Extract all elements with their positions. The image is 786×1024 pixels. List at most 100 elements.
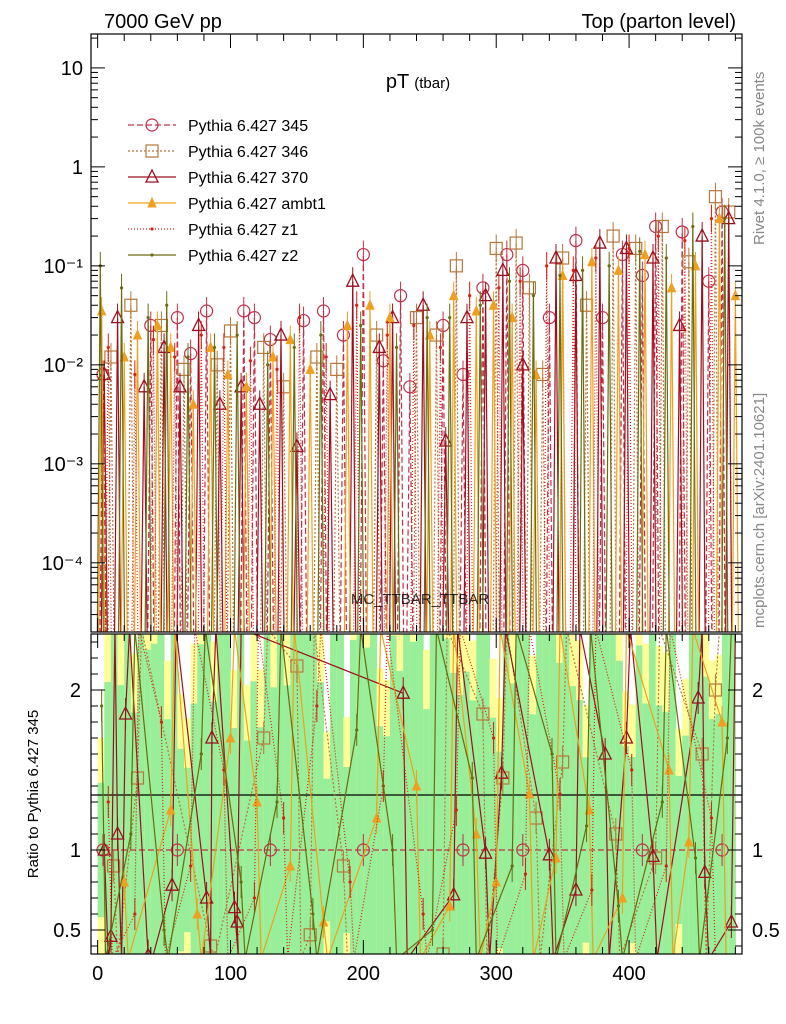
uncertainty-band-inner — [482, 634, 491, 954]
ratio-point — [476, 707, 490, 721]
ratio-point — [106, 800, 110, 804]
ratio-point — [725, 736, 729, 740]
data-point — [531, 294, 536, 298]
uncertainty-band-inner — [449, 673, 457, 954]
ratio-y-axis: 2 2 1 1 0.5 0.5 — [53, 641, 780, 947]
ratio-point — [550, 752, 554, 756]
main-series-5 — [96, 204, 729, 632]
data-point — [110, 309, 125, 324]
data-point — [675, 225, 689, 239]
data-point — [247, 311, 262, 325]
data-point — [645, 249, 661, 264]
data-point — [471, 304, 482, 316]
uncertainty-band-inner — [649, 634, 657, 954]
uncertainty-band-inner — [263, 634, 271, 954]
data-point — [638, 249, 642, 253]
data-point — [96, 304, 107, 316]
data-point — [222, 345, 226, 350]
y-tick-label: 10⁻³ — [44, 454, 84, 476]
ratio-point — [695, 747, 709, 761]
uncertainty-band-inner — [277, 634, 285, 954]
data-point — [495, 261, 510, 277]
data-point — [613, 264, 624, 275]
uncertainty-band-inner — [529, 714, 537, 954]
ratio-point — [263, 843, 277, 857]
uncertainty-band-inner — [356, 635, 364, 954]
data-point — [558, 273, 562, 278]
uncertainty-band-inner — [436, 634, 444, 954]
uncertainty-band-inner — [257, 727, 265, 954]
uncertainty-band-inner — [702, 676, 710, 954]
ratio-point — [645, 847, 661, 863]
ratio-y-tick-label: 1 — [70, 840, 81, 862]
data-point — [488, 299, 499, 310]
data-point — [385, 311, 395, 323]
ratio-point — [616, 904, 621, 908]
uncertainty-band-inner — [609, 634, 617, 954]
data-point — [640, 248, 650, 260]
uncertainty-band-inner — [728, 634, 736, 954]
uncertainty-band-inner — [569, 686, 577, 954]
uncertainty-band-inner — [210, 701, 218, 954]
uncertainty-band-inner — [409, 641, 417, 954]
uncertainty-band-inner — [316, 682, 324, 954]
data-point — [393, 289, 408, 303]
uncertainty-band-inner — [688, 634, 696, 954]
ratio-point — [617, 891, 628, 903]
legend-marker — [150, 227, 154, 231]
uncertainty-band-inner — [290, 634, 298, 954]
data-point — [516, 263, 530, 277]
uncertainty-band-inner — [655, 705, 663, 954]
data-point — [448, 289, 459, 301]
ratio-point — [664, 864, 668, 868]
data-point — [425, 316, 429, 320]
data-point — [248, 359, 253, 363]
legend-label: Pythia 6.427 345 — [188, 118, 308, 135]
ratio-series-4 — [106, 634, 716, 954]
ratio-point — [446, 886, 461, 901]
ratio-point — [348, 880, 352, 884]
data-point — [275, 367, 279, 371]
mcplots-label: mcplots.cern.ch [arXiv:2401.10621] — [751, 393, 768, 628]
uncertainty-band-inner — [150, 643, 158, 954]
ratio-point — [189, 864, 193, 868]
ratio-point — [456, 843, 470, 857]
ratio-point — [411, 779, 422, 791]
data-point — [714, 212, 725, 224]
legend-label: Pythia 6.427 346 — [188, 144, 308, 161]
uncertainty-band-inner — [130, 712, 138, 954]
ratio-point — [649, 851, 663, 865]
data-point — [497, 286, 501, 290]
ratio-point — [225, 731, 236, 743]
uncertainty-band-inner — [336, 634, 344, 954]
data-point — [672, 317, 687, 332]
ratio-point — [170, 843, 184, 857]
x-tick-label: 0 — [92, 963, 103, 985]
y-tick-label: 1 — [72, 157, 83, 179]
x-tick-label: 100 — [214, 963, 247, 985]
uncertainty-band-inner — [203, 634, 212, 954]
uncertainty-band-inner — [423, 709, 431, 954]
ratio-point — [542, 846, 557, 861]
data-point — [571, 268, 575, 272]
ratio-point — [230, 913, 245, 928]
ratio-y-tick-label: 0.5 — [53, 920, 81, 942]
ratio-point — [709, 816, 714, 820]
ratio-point — [118, 705, 133, 720]
data-point — [569, 233, 583, 248]
data-point — [723, 217, 727, 221]
ratio-series-line — [112, 634, 720, 954]
ratio-point — [396, 684, 411, 699]
data-point — [656, 234, 660, 238]
ratio-point — [691, 689, 706, 704]
uncertainty-band-inner — [443, 638, 451, 954]
data-point — [695, 227, 710, 242]
uncertainty-band-inner — [516, 634, 524, 954]
uncertainty-band-inner — [463, 671, 471, 954]
uncertainty-band-inner — [562, 634, 570, 954]
data-point — [412, 323, 416, 328]
uncertainty-band-inner — [117, 685, 125, 954]
data-point — [292, 345, 296, 350]
uncertainty-band-inner — [363, 647, 371, 954]
